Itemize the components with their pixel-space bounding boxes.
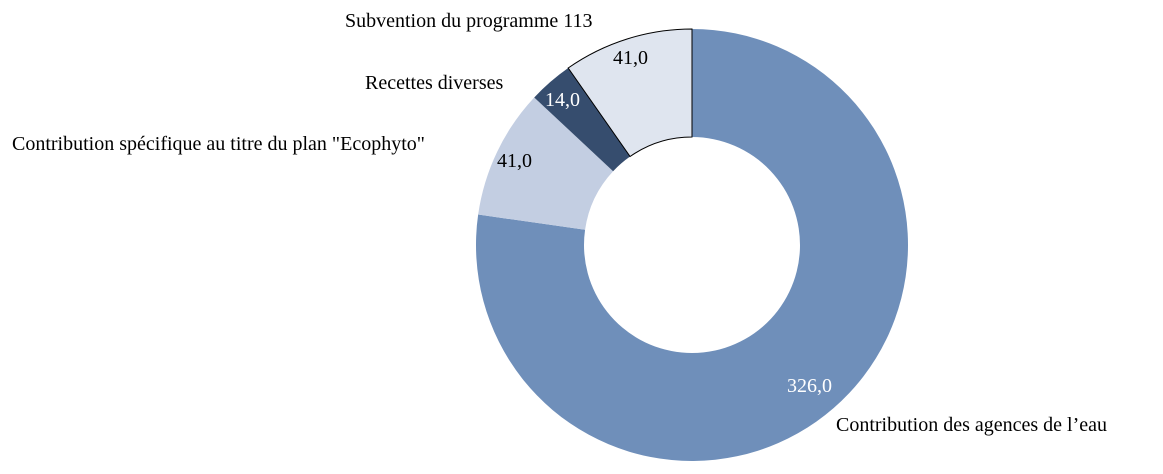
donut-slice-0 bbox=[475, 29, 908, 462]
donut-slice-1 bbox=[478, 97, 614, 230]
category-label-subvention: Subvention du programme 113 bbox=[345, 10, 593, 32]
value-label-subvention: 41,0 bbox=[613, 47, 648, 69]
value-label-agences: 326,0 bbox=[787, 375, 832, 397]
value-label-recettes: 14,0 bbox=[545, 89, 580, 111]
category-label-ecophyto: Contribution spécifique au titre du plan… bbox=[12, 133, 425, 155]
category-label-recettes: Recettes diverses bbox=[365, 72, 503, 94]
category-label-agences: Contribution des agences de l’eau bbox=[836, 414, 1107, 436]
donut-slice-3 bbox=[567, 28, 693, 158]
value-label-ecophyto: 41,0 bbox=[497, 150, 532, 172]
donut-slice-2 bbox=[534, 68, 631, 172]
